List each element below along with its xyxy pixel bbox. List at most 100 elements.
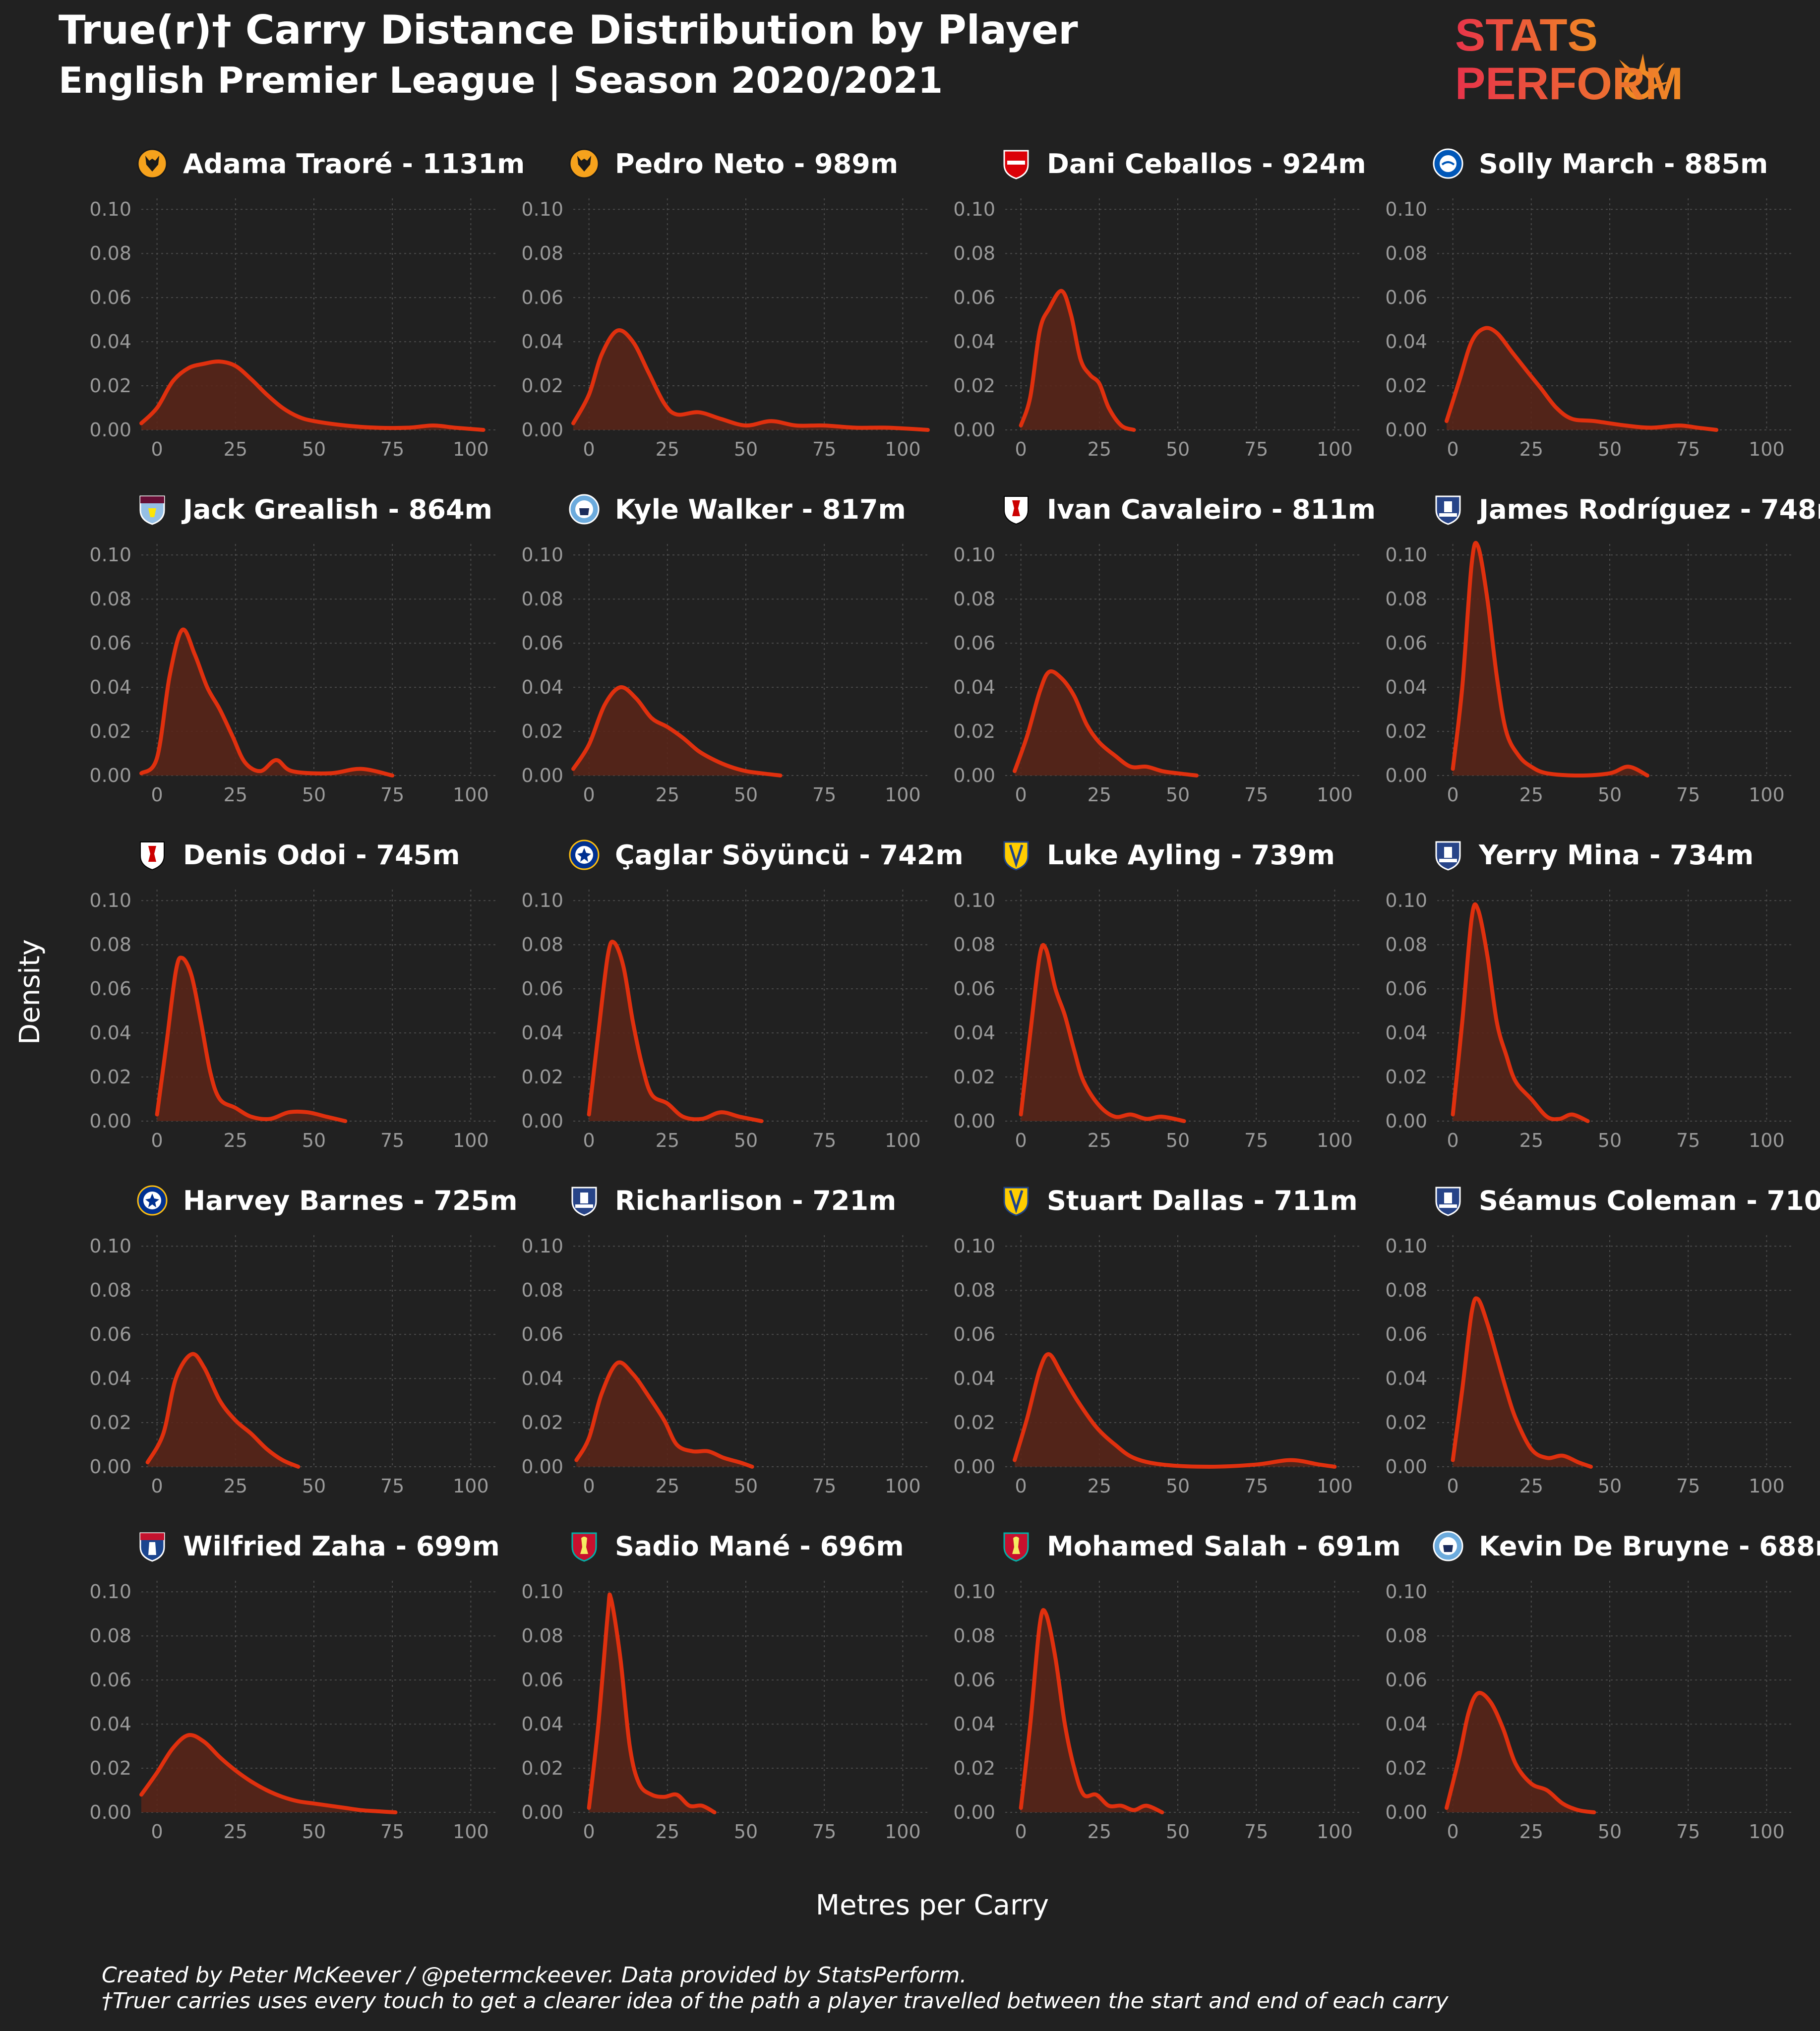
x-tick-label: 100 bbox=[885, 784, 921, 806]
y-tick-label: 0.04 bbox=[521, 676, 563, 698]
density-curve bbox=[1019, 289, 1136, 432]
player-panel: Denis Odoi - 745m 0.00 0.02 0.04 0.06 0.08 0.1… bbox=[89, 835, 526, 1151]
density-curve bbox=[1451, 1296, 1593, 1469]
x-tick-label: 75 bbox=[1244, 1130, 1268, 1151]
y-tick-label: 0.00 bbox=[89, 1110, 131, 1132]
y-tick-label: 0.10 bbox=[1385, 1581, 1427, 1603]
panel-title-text: Luke Ayling - 739m bbox=[1047, 839, 1335, 871]
y-tick-label: 0.06 bbox=[1385, 978, 1427, 1000]
player-panel: Wilfried Zaha - 699m 0.00 0.02 0.04 0.06 0.08… bbox=[89, 1526, 526, 1843]
x-tick-label: 0 bbox=[1447, 438, 1459, 460]
y-tick-label: 0.10 bbox=[1385, 1235, 1427, 1257]
x-tick-label: 50 bbox=[302, 438, 326, 460]
player-panel: Kyle Walker - 817m 0.00 0.02 0.04 0.06 0.08 0.… bbox=[521, 489, 958, 806]
y-tick-label: 0.06 bbox=[1385, 1669, 1427, 1691]
panel-title-text: James Rodríguez - 748m bbox=[1479, 493, 1820, 525]
y-tick-label: 0.06 bbox=[521, 1323, 563, 1345]
panel-title-text: Denis Odoi - 745m bbox=[183, 839, 460, 871]
chart-title: True(r)† Carry Distance Distribution by … bbox=[59, 7, 1078, 53]
panel-title-text: Solly March - 885m bbox=[1479, 148, 1768, 179]
density-plot: 0.00 0.02 0.04 0.06 0.08 0.10 0 25 50 75 100 bbox=[953, 544, 1360, 806]
y-tick-label: 0.06 bbox=[89, 632, 131, 654]
y-tick-label: 0.10 bbox=[89, 1235, 131, 1257]
density-curve bbox=[571, 685, 783, 777]
panel-title-text: Mohamed Salah - 691m bbox=[1047, 1530, 1401, 1562]
x-tick-label: 25 bbox=[224, 1821, 247, 1843]
x-tick-label: 75 bbox=[1244, 438, 1268, 460]
panel-title: Jack Grealish - 864m bbox=[136, 489, 568, 529]
panel-title: Richarlison - 721m bbox=[568, 1181, 1000, 1220]
x-tick-label: 50 bbox=[302, 1821, 326, 1843]
everton-crest-icon bbox=[1435, 495, 1461, 525]
y-tick-label: 0.10 bbox=[953, 198, 995, 220]
y-tick-label: 0.04 bbox=[953, 1022, 995, 1044]
y-tick-label: 0.06 bbox=[89, 1323, 131, 1345]
x-tick-label: 0 bbox=[151, 1821, 163, 1843]
y-tick-label: 0.06 bbox=[953, 287, 995, 308]
density-area bbox=[1453, 542, 1647, 776]
y-tick-label: 0.02 bbox=[953, 1066, 995, 1088]
x-axis-label: Metres per Carry bbox=[815, 1889, 1049, 1921]
x-tick-label: 0 bbox=[583, 1821, 595, 1843]
x-tick-label: 75 bbox=[1244, 1821, 1268, 1843]
panel-title: Luke Ayling - 739m bbox=[1000, 835, 1432, 875]
y-tick-label: 0.10 bbox=[89, 198, 131, 220]
density-plot: 0.00 0.02 0.04 0.06 0.08 0.10 0 25 50 75 100 bbox=[89, 890, 496, 1151]
y-tick-label: 0.04 bbox=[1385, 331, 1427, 353]
density-plot: 0.00 0.02 0.04 0.06 0.08 0.10 0 25 50 75 100 bbox=[953, 1235, 1360, 1497]
x-tick-label: 0 bbox=[1015, 1130, 1027, 1151]
density-plot: 0.00 0.02 0.04 0.06 0.08 0.10 0 25 50 75 100 bbox=[89, 1235, 496, 1497]
panel-title: Mohamed Salah - 691m bbox=[1000, 1526, 1432, 1566]
density-area bbox=[1021, 945, 1184, 1121]
y-tick-label: 0.08 bbox=[1385, 1625, 1427, 1647]
y-tick-label: 0.10 bbox=[521, 890, 563, 911]
y-tick-label: 0.04 bbox=[1385, 1713, 1427, 1735]
everton-crest-icon bbox=[1435, 841, 1461, 871]
y-tick-label: 0.00 bbox=[521, 1110, 563, 1132]
x-tick-label: 100 bbox=[1749, 1475, 1785, 1497]
y-tick-label: 0.10 bbox=[521, 544, 563, 566]
panel-title: Ivan Cavaleiro - 811m bbox=[1000, 489, 1432, 529]
y-tick-label: 0.02 bbox=[953, 375, 995, 397]
x-tick-label: 75 bbox=[1676, 438, 1700, 460]
density-area bbox=[1446, 1693, 1594, 1812]
x-tick-label: 75 bbox=[812, 438, 836, 460]
player-panel: Richarlison - 721m 0.00 0.02 0.04 0.06 0.08 0.… bbox=[521, 1181, 958, 1497]
density-area bbox=[1453, 1298, 1591, 1467]
x-tick-label: 0 bbox=[583, 784, 595, 806]
panel-title: Yerry Mina - 734m bbox=[1432, 835, 1820, 875]
x-tick-label: 25 bbox=[1088, 1821, 1111, 1843]
player-panel: Ivan Cavaleiro - 811m 0.00 0.02 0.04 0.06 0.0… bbox=[953, 489, 1390, 806]
y-tick-label: 0.00 bbox=[521, 419, 563, 441]
panel-title: Çaglar Söyüncü - 742m bbox=[568, 835, 1000, 875]
density-curve bbox=[1451, 540, 1649, 777]
player-panel: Jack Grealish - 864m 0.00 0.02 0.04 0.06 0.08… bbox=[89, 489, 526, 806]
x-tick-label: 50 bbox=[1598, 784, 1622, 806]
density-curve bbox=[1019, 943, 1186, 1123]
panel-title: Pedro Neto - 989m bbox=[568, 144, 1000, 183]
y-tick-label: 0.06 bbox=[89, 1669, 131, 1691]
y-tick-label: 0.02 bbox=[89, 1066, 131, 1088]
y-tick-label: 0.10 bbox=[953, 1235, 995, 1257]
x-tick-label: 25 bbox=[656, 784, 679, 806]
density-area bbox=[589, 942, 762, 1121]
x-tick-label: 50 bbox=[1598, 438, 1622, 460]
leeds-crest-icon bbox=[1003, 841, 1029, 871]
x-tick-label: 50 bbox=[734, 1475, 758, 1497]
x-tick-label: 100 bbox=[453, 784, 489, 806]
stats-perform-logo: STATS PERFORM bbox=[1455, 10, 1683, 109]
y-tick-label: 0.06 bbox=[521, 1669, 563, 1691]
x-tick-label: 25 bbox=[224, 438, 247, 460]
x-tick-label: 0 bbox=[583, 1130, 595, 1151]
x-tick-label: 75 bbox=[812, 1821, 836, 1843]
y-tick-label: 0.10 bbox=[1385, 544, 1427, 566]
x-tick-label: 100 bbox=[885, 1130, 921, 1151]
y-tick-label: 0.08 bbox=[1385, 1279, 1427, 1301]
y-tick-label: 0.08 bbox=[1385, 588, 1427, 610]
x-tick-label: 0 bbox=[1447, 1821, 1459, 1843]
panel-title: Harvey Barnes - 725m bbox=[136, 1181, 568, 1220]
y-tick-label: 0.08 bbox=[89, 242, 131, 264]
density-area bbox=[1446, 328, 1717, 430]
density-area bbox=[141, 361, 484, 430]
x-tick-label: 50 bbox=[1598, 1475, 1622, 1497]
